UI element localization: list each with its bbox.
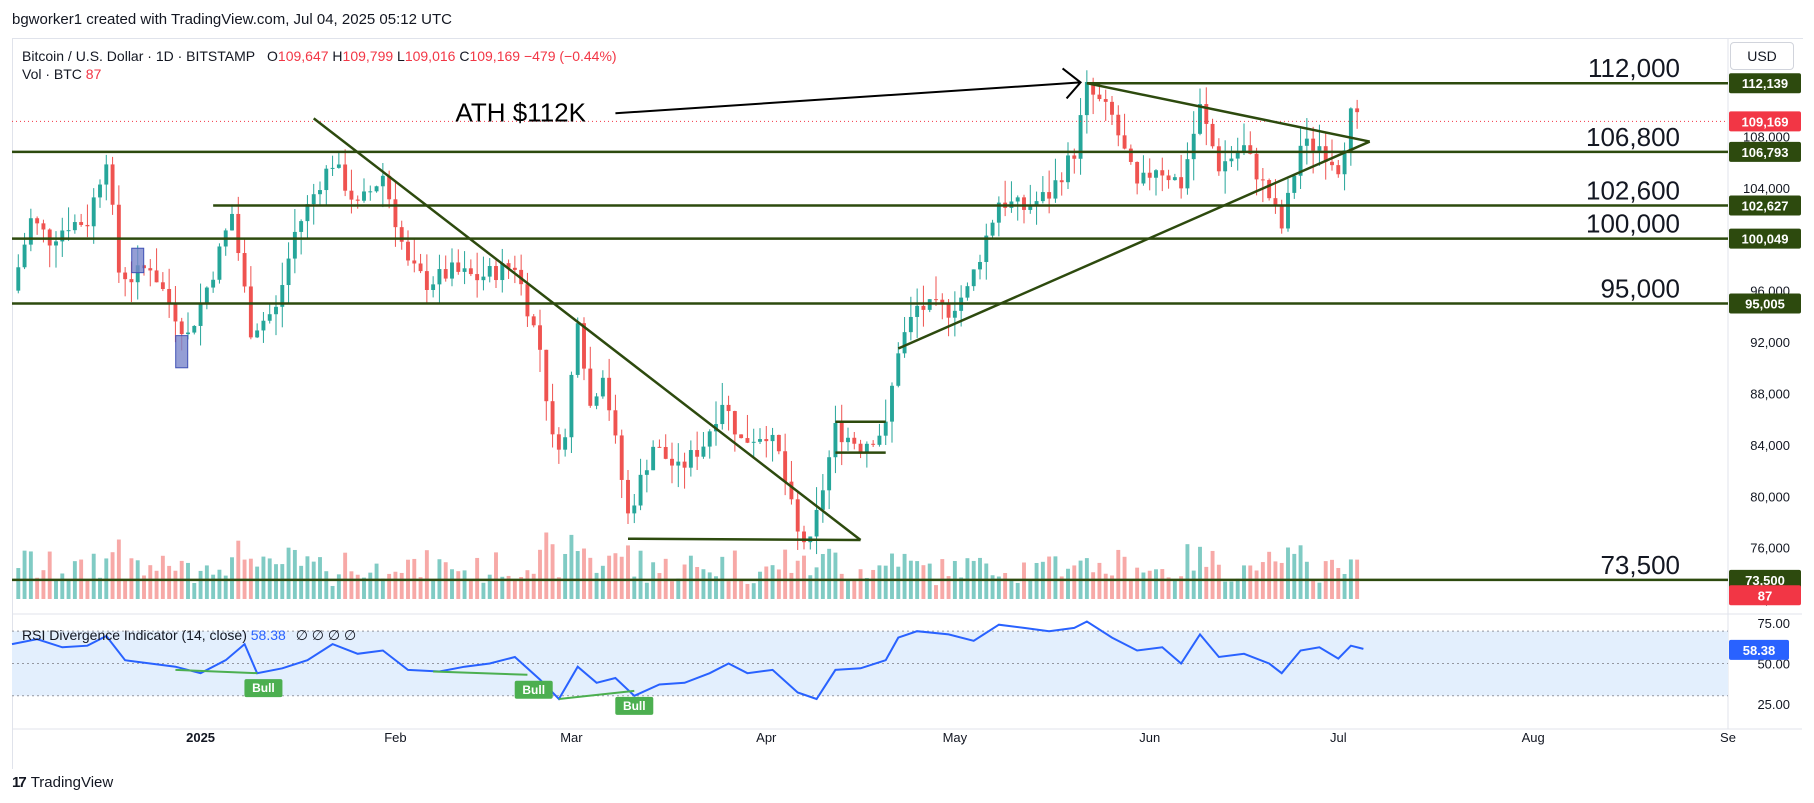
rsi-title[interactable]: RSI Divergence Indicator (14, close) xyxy=(22,627,247,643)
symbol-legend: Bitcoin / U.S. Dollar · 1D · BITSTAMP O1… xyxy=(22,46,617,66)
chart-caption: bgworker1 created with TradingView.com, … xyxy=(12,11,452,28)
volume-label[interactable]: Vol · BTC xyxy=(22,66,82,82)
rsi-extra-values: ∅ ∅ ∅ ∅ xyxy=(295,627,357,643)
rsi-legend: RSI Divergence Indicator (14, close) 58.… xyxy=(22,627,356,644)
brand-name: TradingView xyxy=(30,774,114,791)
low-value: 109,016 xyxy=(404,48,456,64)
high-value: 109,799 xyxy=(342,48,394,64)
change-value: −479 (−0.44%) xyxy=(523,48,617,64)
volume-value: 87 xyxy=(85,66,102,82)
currency-button[interactable]: USD xyxy=(1730,42,1794,70)
open-value: 109,647 xyxy=(277,48,329,64)
volume-legend: Vol · BTC 87 xyxy=(22,66,101,82)
open-label: O xyxy=(267,48,278,64)
symbol-title[interactable]: Bitcoin / U.S. Dollar · 1D · BITSTAMP xyxy=(22,48,256,64)
tradingview-logo-icon: 17 xyxy=(12,774,27,791)
rsi-value: 58.38 xyxy=(250,627,286,643)
close-label: C xyxy=(459,48,470,64)
tradingview-logo[interactable]: 17 TradingView xyxy=(12,774,113,791)
low-label: L xyxy=(397,48,405,64)
high-label: H xyxy=(332,48,343,64)
chart-frame[interactable] xyxy=(12,38,1803,769)
close-value: 109,169 xyxy=(469,48,521,64)
